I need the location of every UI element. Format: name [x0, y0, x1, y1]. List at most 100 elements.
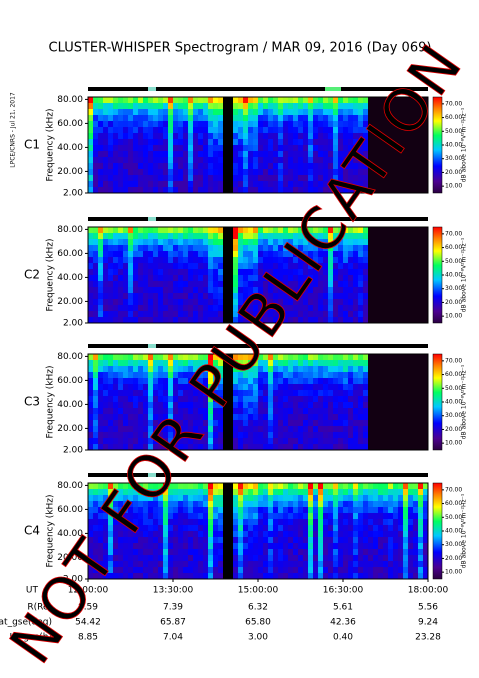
spectrogram-cell — [278, 408, 284, 415]
spectrogram-cell — [303, 513, 309, 520]
spectrogram-cell — [248, 426, 254, 433]
spectrogram-cell — [163, 378, 169, 385]
spectrogram-cell — [368, 257, 374, 264]
spectrogram-cell — [283, 426, 289, 433]
spectrogram-cell — [103, 501, 109, 508]
spectrogram-cell — [188, 139, 194, 146]
spectrogram-cell — [138, 483, 144, 490]
spectrogram-cell — [193, 181, 199, 188]
spectrogram-cell — [298, 573, 304, 580]
spectrogram-cell — [388, 233, 394, 240]
spectrogram-cell — [303, 408, 309, 415]
spectrogram-cell — [388, 227, 394, 234]
spectrogram-cell — [313, 573, 319, 580]
spectrogram-cell — [238, 561, 244, 568]
spectrogram-cell — [378, 287, 384, 294]
credit: LPCE/CNRS - Jul 21, 2017 — [10, 92, 17, 168]
spectrogram-cell — [278, 275, 284, 282]
spectrogram-cell — [288, 378, 294, 385]
spectrogram-cell — [418, 567, 424, 574]
spectrogram-cell — [138, 317, 144, 324]
spectrogram-cell — [153, 378, 159, 385]
spectrogram-cell — [113, 281, 119, 288]
spectrogram-cell — [293, 366, 299, 373]
spectrogram-cell — [413, 151, 419, 158]
spectrogram-cell — [173, 525, 179, 532]
spectrogram-cell — [148, 257, 154, 264]
spectrogram-cell — [253, 489, 259, 496]
spectrogram-cell — [128, 233, 134, 240]
spectrogram-cell — [283, 384, 289, 391]
spectrogram-cell — [168, 426, 174, 433]
spectrogram-cell — [228, 275, 234, 282]
spectrogram-cell — [238, 139, 244, 146]
spectrogram-cell — [338, 426, 344, 433]
spectrogram-cell — [263, 513, 269, 520]
spectrogram-cell — [148, 489, 154, 496]
spectrogram-cell — [278, 311, 284, 318]
spectrogram-cell — [353, 402, 359, 409]
spectrogram-cell — [148, 525, 154, 532]
spectrogram-cell — [293, 157, 299, 164]
spectrogram-cell — [388, 378, 394, 385]
spectrogram-cell — [208, 531, 214, 538]
spectrogram-cell — [98, 251, 104, 258]
spectrogram-cell — [298, 555, 304, 562]
spectrogram-cell — [328, 525, 334, 532]
spectrogram-cell — [323, 573, 329, 580]
spectrogram-cell — [313, 311, 319, 318]
spectrogram-cell — [318, 495, 324, 502]
spectrogram-cell — [383, 245, 389, 252]
spectrogram-cell — [198, 169, 204, 176]
spectrogram-cell — [358, 489, 364, 496]
y-tick-label: 2.00 — [63, 575, 83, 585]
spectrogram-cell — [93, 438, 99, 445]
spectrogram-cell — [298, 396, 304, 403]
spectrogram-cell — [208, 354, 214, 361]
spectrogram-cell — [213, 420, 219, 427]
spectrogram-cell — [213, 103, 219, 110]
spectrogram-cell — [293, 127, 299, 134]
spectrogram-cell — [138, 305, 144, 312]
spectrogram-cell — [93, 420, 99, 427]
spectrogram-cell — [423, 233, 429, 240]
spectrogram-cell — [343, 390, 349, 397]
spectrogram-cell — [313, 151, 319, 158]
spectrogram-cell — [228, 311, 234, 318]
spectrogram-cell — [418, 561, 424, 568]
y-tick-label: 60.00 — [57, 119, 83, 129]
spectrogram-cell — [153, 293, 159, 300]
spectrogram-cell — [163, 269, 169, 276]
spectrogram-cell — [118, 269, 124, 276]
spectrogram-cell — [188, 390, 194, 397]
spectrogram-cell — [193, 360, 199, 367]
spectrogram-cell — [118, 139, 124, 146]
spectrogram-cell — [123, 233, 129, 240]
spectrogram-cell — [228, 257, 234, 264]
spectrogram-cell — [163, 163, 169, 170]
spectrogram-cell — [338, 354, 344, 361]
spectrogram-cell — [153, 121, 159, 128]
spectrogram-cell — [238, 263, 244, 270]
spectrogram-cell — [258, 139, 264, 146]
spectrogram-cell — [153, 543, 159, 550]
spectrogram-cell — [173, 384, 179, 391]
spectrogram-cell — [163, 281, 169, 288]
spectrogram-cell — [318, 366, 324, 373]
spectrogram-cell — [288, 139, 294, 146]
spectrogram-cell — [158, 97, 164, 104]
spectrogram-cell — [258, 275, 264, 282]
spectrogram-cell — [193, 227, 199, 234]
spectrogram-cell — [323, 127, 329, 134]
spectrogram-cell — [408, 311, 414, 318]
spectrogram-cell — [88, 287, 94, 294]
spectrogram-cell — [158, 525, 164, 532]
spectrogram-cell — [263, 269, 269, 276]
spectrogram-cell — [203, 384, 209, 391]
spectrogram-cell — [418, 97, 424, 104]
spectrogram-cell — [318, 408, 324, 415]
spectrogram-cell — [313, 483, 319, 490]
spectrogram-cell — [338, 187, 344, 194]
spectrogram-cell — [138, 519, 144, 526]
spectrogram-cell — [333, 239, 339, 246]
